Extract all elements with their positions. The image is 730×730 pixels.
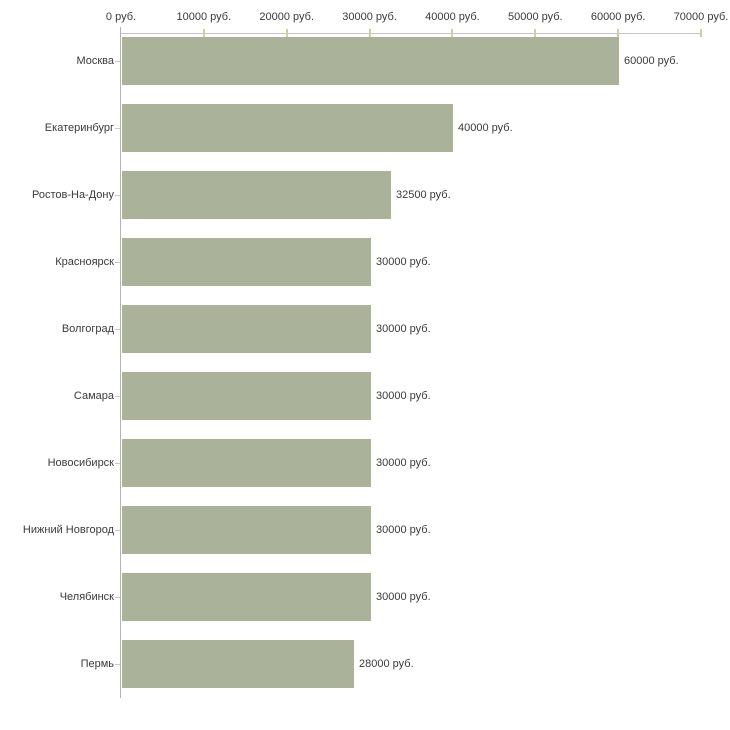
x-axis-tick-label: 70000 руб. bbox=[673, 11, 729, 23]
x-axis-tick-label: 60000 руб. bbox=[590, 11, 646, 23]
value-label: 40000 руб. bbox=[458, 122, 513, 134]
y-axis-tick-mark bbox=[115, 329, 120, 330]
value-label: 30000 руб. bbox=[376, 524, 431, 536]
category-label: Нижний Новгород bbox=[22, 524, 114, 536]
x-axis-line bbox=[121, 33, 701, 34]
category-label: Самара bbox=[73, 390, 114, 402]
category-label: Екатеринбург bbox=[44, 122, 114, 134]
y-axis-tick-mark bbox=[115, 530, 120, 531]
y-axis-line bbox=[120, 27, 121, 698]
value-label: 30000 руб. bbox=[376, 390, 431, 402]
y-axis-tick-mark bbox=[115, 128, 120, 129]
y-axis-tick-mark bbox=[115, 396, 120, 397]
x-axis-tick-mark bbox=[617, 29, 620, 37]
bar bbox=[122, 37, 619, 85]
category-label: Волгоград bbox=[61, 323, 114, 335]
value-label: 30000 руб. bbox=[376, 323, 431, 335]
category-label: Красноярск bbox=[55, 256, 114, 268]
y-axis-tick-mark bbox=[115, 262, 120, 263]
value-label: 28000 руб. bbox=[359, 658, 414, 670]
bar bbox=[122, 573, 371, 621]
x-axis-tick-label: 40000 руб. bbox=[425, 11, 480, 23]
y-axis-tick-mark bbox=[115, 664, 120, 665]
bar bbox=[122, 305, 371, 353]
x-axis-tick-mark bbox=[368, 29, 371, 37]
category-label: Челябинск bbox=[59, 591, 114, 603]
x-axis-tick-mark bbox=[534, 29, 537, 37]
value-label: 60000 руб. bbox=[624, 55, 679, 67]
value-label: 30000 руб. bbox=[376, 591, 431, 603]
value-label: 32500 руб. bbox=[396, 189, 451, 201]
x-axis-tick-label: 30000 руб. bbox=[342, 11, 397, 23]
bar bbox=[122, 372, 371, 420]
bar bbox=[122, 238, 371, 286]
x-axis-tick-label: 20000 руб. bbox=[259, 11, 315, 23]
y-axis-tick-mark bbox=[115, 597, 120, 598]
value-label: 30000 руб. bbox=[376, 457, 431, 469]
x-axis-tick-mark bbox=[202, 29, 205, 37]
y-axis-tick-mark bbox=[115, 61, 120, 62]
y-axis-tick-mark bbox=[115, 195, 120, 196]
x-axis-tick-mark bbox=[700, 29, 702, 37]
x-axis-tick-mark bbox=[285, 29, 288, 37]
bar bbox=[122, 506, 371, 554]
category-label: Новосибирск bbox=[47, 457, 114, 469]
bar bbox=[122, 439, 371, 487]
x-axis-tick-mark bbox=[451, 29, 454, 37]
x-axis-tick-label: 0 руб. bbox=[105, 11, 137, 23]
bar bbox=[122, 171, 391, 219]
y-axis-tick-mark bbox=[115, 463, 120, 464]
value-label: 30000 руб. bbox=[376, 256, 431, 268]
category-label: Ростов-На-Дону bbox=[31, 189, 114, 201]
bar bbox=[122, 640, 354, 688]
x-axis-tick-label: 50000 руб. bbox=[507, 11, 563, 23]
category-label: Москва bbox=[76, 55, 114, 67]
x-axis-tick-label: 10000 руб. bbox=[176, 11, 232, 23]
bar bbox=[122, 104, 453, 152]
category-label: Пермь bbox=[80, 658, 114, 670]
